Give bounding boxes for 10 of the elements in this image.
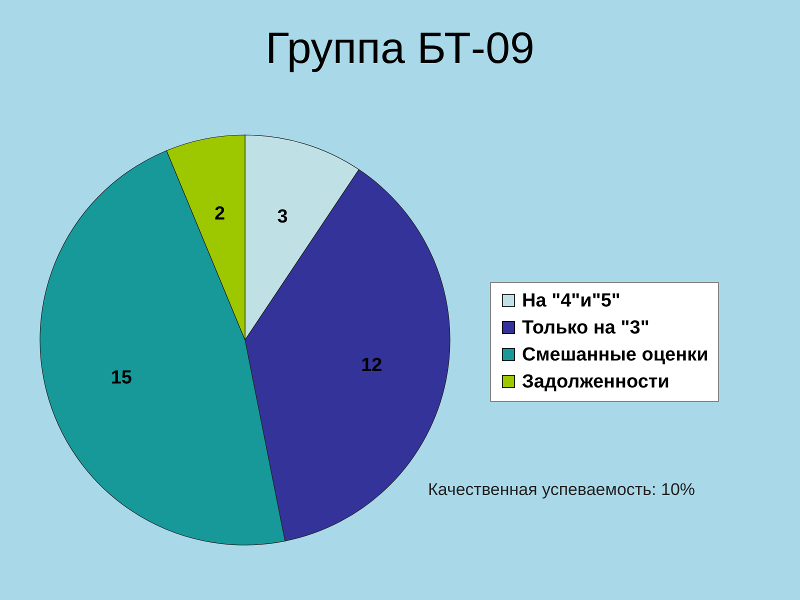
text: Качественная успеваемость: 10% [428,480,696,499]
data-label: 15 [110,367,132,388]
legend-label: Задолженности [522,372,670,392]
data-label: 12 [361,355,382,376]
data-label: 3 [277,206,288,228]
data-label: 2 [214,203,226,224]
legend-label: На "4"и"5" [522,290,620,312]
legend-label: Смешанные оценки [522,344,708,366]
chart-title: Группа БТ-09 [265,24,535,73]
legend-label: Только на "3" [522,318,650,338]
